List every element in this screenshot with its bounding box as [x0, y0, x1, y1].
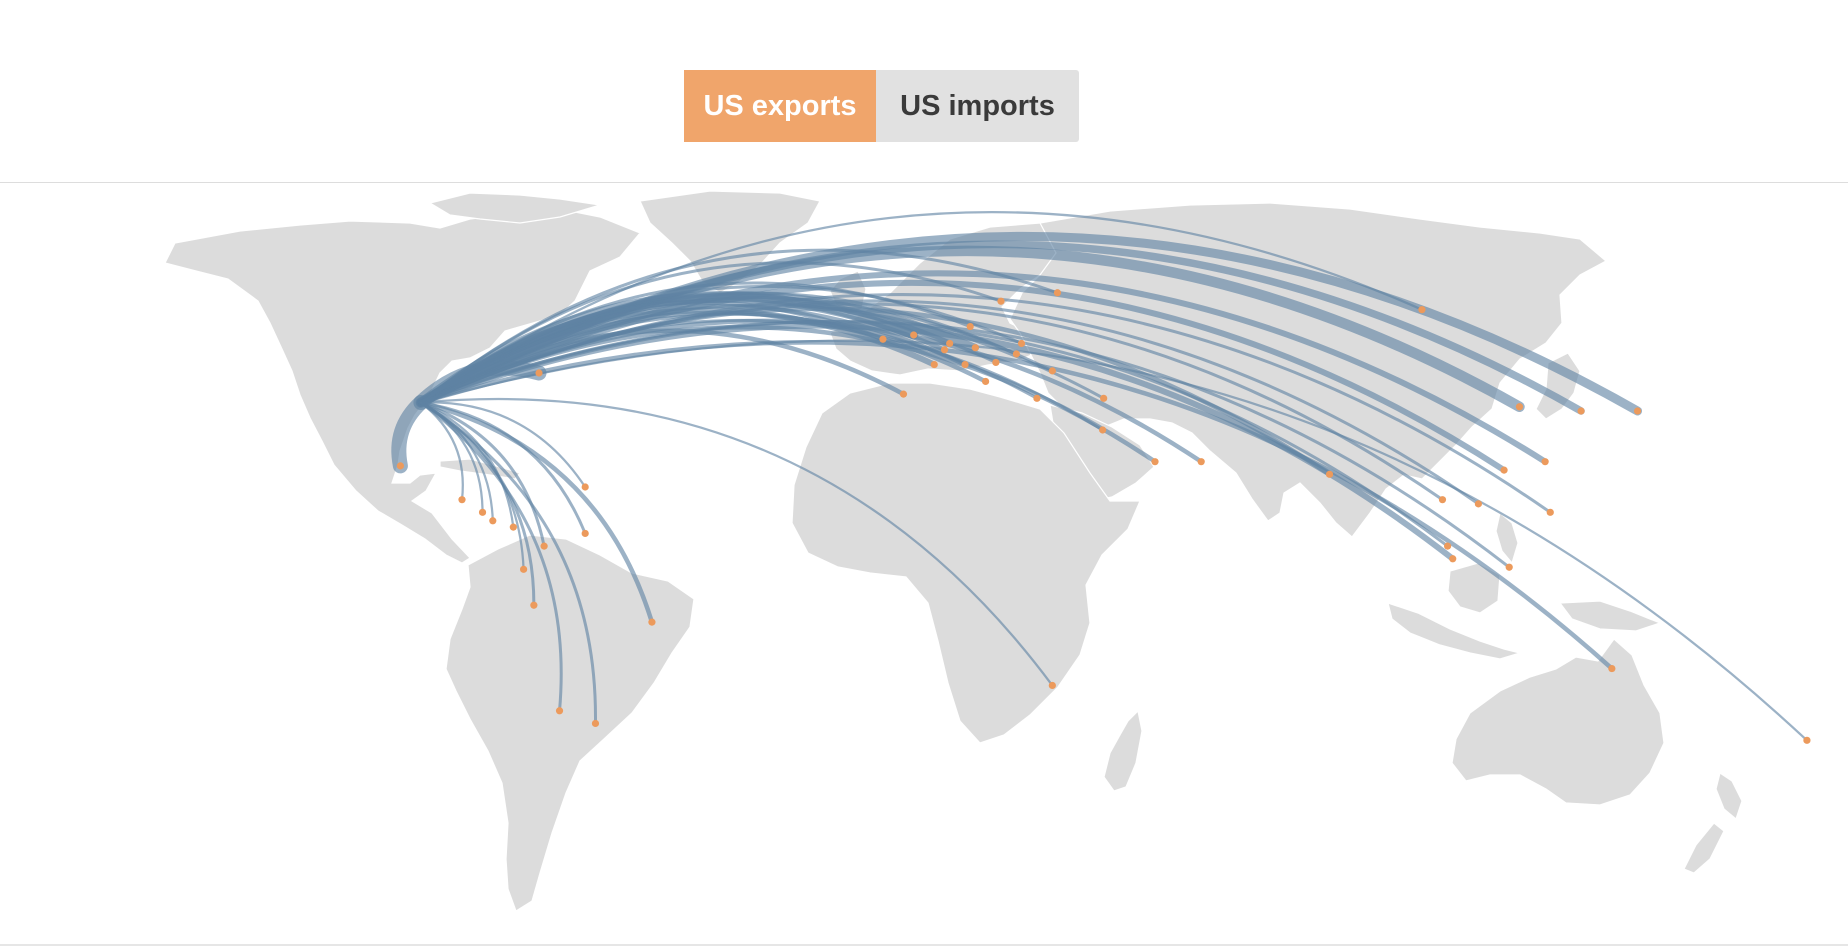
- trade-arc: [419, 211, 1424, 404]
- destination-dot: [520, 565, 528, 573]
- destination-dot: [1474, 500, 1482, 508]
- destination-dot: [971, 344, 979, 352]
- trade-arc: [418, 400, 655, 625]
- destination-dot: [1418, 306, 1426, 314]
- destination-dot: [966, 322, 974, 331]
- trade-arc: [419, 401, 546, 548]
- new-guinea-landmass: [1558, 600, 1662, 632]
- madagascar-landmass: [1103, 709, 1143, 792]
- destination-dot: [478, 508, 487, 516]
- destination-dot: [1541, 458, 1549, 466]
- map-canvas: [164, 190, 1811, 912]
- southeast-asia-islands-landmass: [1387, 602, 1523, 660]
- destination-dot: [1048, 367, 1056, 375]
- destination-dot: [1325, 470, 1334, 478]
- destination-dot: [1151, 458, 1159, 466]
- destination-dot: [535, 369, 543, 377]
- destination-dot: [910, 331, 918, 339]
- trade-arc: [419, 339, 1809, 742]
- destination-dot: [879, 335, 887, 343]
- south-america-landmass: [445, 534, 695, 912]
- destination-dots-layer: [396, 289, 1811, 744]
- destination-dot: [1546, 508, 1554, 516]
- destination-dot: [1444, 542, 1452, 550]
- us-exports-button[interactable]: US exports: [684, 70, 876, 142]
- destination-dot: [1033, 394, 1041, 402]
- philippines-landmass: [1495, 511, 1519, 565]
- destination-dot: [1608, 664, 1616, 673]
- destination-dot: [1012, 350, 1021, 358]
- header-divider: [0, 182, 1848, 183]
- destination-dot: [946, 339, 954, 348]
- arctic-islands-landmass: [428, 192, 601, 224]
- destination-dot: [940, 346, 949, 354]
- asia-landmass: [1009, 202, 1608, 538]
- destination-dot: [997, 297, 1005, 305]
- trade-arc: [419, 401, 597, 725]
- destination-dot: [1053, 289, 1062, 297]
- trade-arc: [419, 401, 587, 489]
- destination-dot: [1048, 681, 1056, 690]
- new-zealand-south-island: [1683, 822, 1725, 874]
- destination-dot: [1100, 394, 1108, 402]
- destination-dot: [930, 360, 938, 369]
- new-zealand-landmass: [1715, 772, 1743, 821]
- destination-dot: [1017, 339, 1026, 348]
- africa-landmass: [791, 382, 1141, 744]
- world-trade-map: [0, 183, 1848, 943]
- destination-dot: [540, 542, 548, 550]
- destination-dot: [1577, 407, 1585, 415]
- trade-arc: [419, 319, 1511, 569]
- destination-dot: [1633, 407, 1642, 415]
- destination-dot: [1803, 736, 1811, 744]
- australia-landmass: [1451, 638, 1665, 806]
- trade-arcs-layer: [391, 211, 1809, 742]
- footer-divider: [0, 944, 1848, 946]
- destination-dot: [489, 517, 497, 525]
- destination-dot: [1515, 403, 1524, 411]
- destination-dot: [899, 390, 908, 398]
- destination-dot: [648, 618, 656, 626]
- trade-arc: [419, 248, 1059, 405]
- trade-arc: [419, 291, 1018, 405]
- destination-dot: [1438, 496, 1447, 504]
- trade-direction-toggle: US exports US imports: [684, 70, 1079, 142]
- trade-arc: [417, 279, 1508, 474]
- destination-dot: [591, 719, 600, 728]
- destination-dot: [1099, 426, 1107, 434]
- destination-dot: [1500, 466, 1508, 474]
- destination-dot: [1197, 458, 1205, 466]
- destination-dot: [1505, 563, 1513, 571]
- destination-dot: [581, 529, 589, 538]
- destination-dot: [982, 377, 990, 386]
- destination-dot: [1449, 555, 1457, 563]
- trade-arc: [391, 395, 429, 474]
- destination-dot: [961, 360, 969, 369]
- destination-dot: [396, 462, 404, 470]
- destination-dot: [581, 483, 589, 491]
- destination-dot: [992, 358, 1000, 367]
- land-layer: [164, 190, 1743, 912]
- destination-dot: [509, 523, 517, 531]
- destination-dot: [555, 707, 564, 715]
- north-america-landmass: [164, 208, 641, 564]
- trade-arc: [419, 397, 1054, 687]
- us-imports-button[interactable]: US imports: [876, 70, 1079, 142]
- destination-dot: [458, 496, 466, 504]
- destination-dot: [530, 601, 538, 609]
- trade-arc: [419, 401, 563, 713]
